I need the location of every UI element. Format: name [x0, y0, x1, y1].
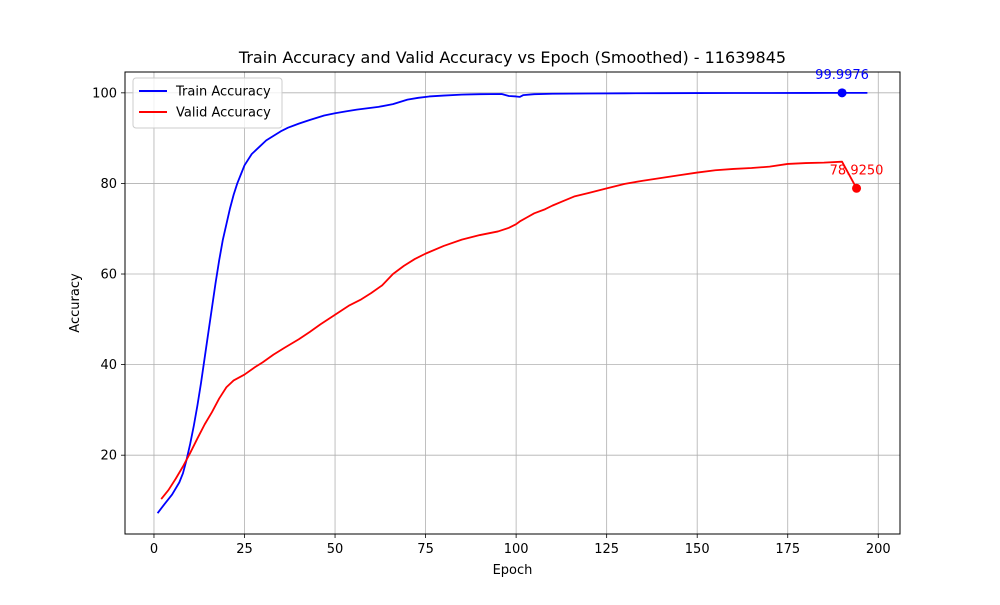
y-tick-label: 40 [100, 358, 117, 373]
x-tick-label: 25 [236, 542, 253, 557]
valid-final-value-label: 78.9250 [830, 163, 884, 178]
x-tick-label: 50 [327, 542, 344, 557]
series-layer [156, 91, 868, 514]
chart-title: Train Accuracy and Valid Accuracy vs Epo… [238, 48, 786, 67]
y-tick-label: 60 [100, 268, 117, 283]
x-tick-label: 125 [594, 542, 619, 557]
train-final-value-label: 99.9976 [815, 68, 869, 83]
y-axis-label: Accuracy [68, 273, 83, 333]
x-tick-label: 150 [685, 542, 710, 557]
x-tick-label: 75 [417, 542, 434, 557]
train-accuracy-line [156, 91, 868, 514]
train-final-marker [837, 88, 847, 98]
legend-box [132, 77, 283, 129]
x-axis-label: Epoch [493, 563, 533, 578]
x-tick-label: 175 [775, 542, 800, 557]
plot-frame [124, 71, 901, 535]
x-tick-label: 200 [866, 542, 891, 557]
y-tick-label: 100 [92, 86, 117, 101]
valid-final-marker [852, 183, 862, 193]
legend-label-train: Train Accuracy [175, 85, 271, 100]
y-tick-label: 80 [100, 177, 117, 192]
legend: Train Accuracy Valid Accuracy [132, 77, 283, 129]
valid-accuracy-line [160, 160, 858, 500]
annotations: 99.9976 78.9250 [815, 68, 883, 193]
x-tick-label: 0 [150, 542, 158, 557]
y-tick-label: 20 [100, 449, 117, 464]
x-tick-label: 100 [504, 542, 529, 557]
grid [125, 72, 900, 534]
legend-label-valid: Valid Accuracy [176, 106, 271, 121]
axis-ticks: 0 25 50 75 100 125 150 175 200 20 40 60 80 100 [92, 86, 891, 557]
